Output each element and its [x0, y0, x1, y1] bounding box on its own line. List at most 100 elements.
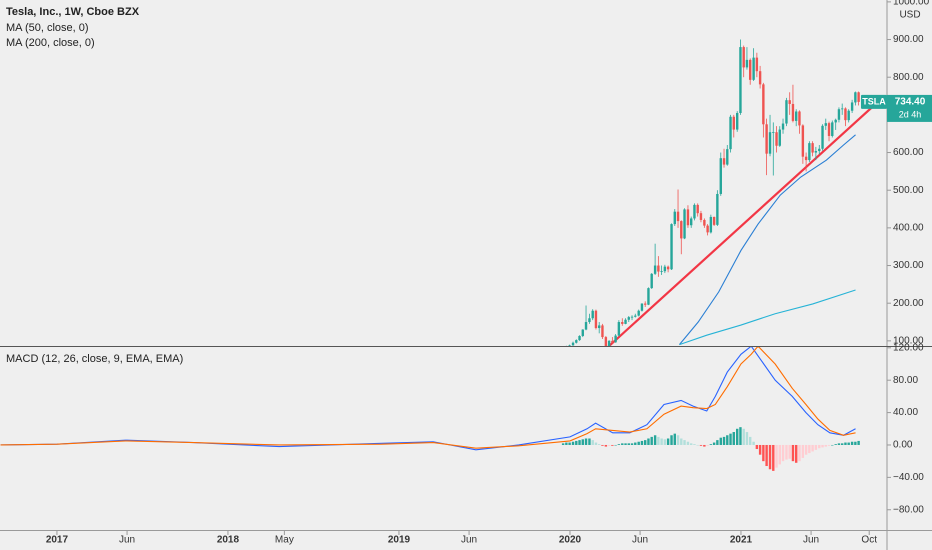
legend-entry: MA (200, close, 0)	[6, 37, 95, 49]
y-tick-label: 200.00	[893, 298, 924, 309]
candle-body	[785, 100, 788, 124]
histogram-bar	[591, 440, 594, 445]
y-tick-label: 300.00	[893, 260, 924, 271]
histogram-bar	[666, 438, 670, 445]
histogram-bar	[719, 437, 722, 445]
x-tick-label: Jun	[632, 535, 648, 546]
candle-body	[752, 57, 755, 80]
price-pane	[565, 39, 881, 346]
y-tick-label: 600.00	[893, 147, 924, 158]
histogram-bar	[676, 435, 680, 445]
histogram-bar	[686, 441, 690, 445]
candle-body	[575, 340, 578, 343]
histogram-bar	[575, 440, 578, 445]
candle-body	[634, 315, 637, 317]
price-tag-price: 734.40	[895, 97, 926, 108]
candle-body	[653, 265, 657, 274]
histogram-bar	[673, 433, 676, 445]
histogram-bar	[604, 444, 608, 447]
candle-body	[607, 340, 611, 346]
y-tick-label: 800.00	[893, 72, 924, 83]
y-tick-label: −40.00	[893, 472, 924, 483]
macd-line	[0, 347, 856, 451]
histogram-bar	[801, 444, 805, 458]
moving-average-line	[679, 289, 856, 346]
histogram-bar	[578, 440, 581, 445]
candle-body	[591, 310, 594, 319]
histogram-bar	[617, 444, 621, 445]
histogram-bar	[765, 444, 768, 467]
histogram-bar	[611, 444, 614, 446]
histogram-bar	[601, 444, 604, 446]
candle-body	[568, 345, 571, 346]
histogram-bar	[597, 444, 601, 445]
candle-body	[709, 216, 713, 233]
candle-body	[673, 211, 676, 225]
histogram-bar	[637, 441, 640, 445]
candle-body	[601, 325, 604, 338]
candle-body	[765, 124, 768, 154]
candle-body	[706, 225, 709, 233]
y-tick-label: 100.00	[893, 335, 924, 346]
symbol-title: Tesla, Inc., 1W, Cboe BZX	[6, 6, 140, 18]
histogram-bar	[778, 444, 781, 465]
candle-body	[693, 204, 696, 219]
histogram-bar	[775, 444, 778, 468]
candle-body	[647, 288, 650, 305]
x-tick-label: 2020	[559, 535, 582, 546]
candle-body	[775, 132, 778, 146]
histogram-bar	[696, 444, 699, 446]
currency-label: USD	[899, 10, 920, 21]
histogram-bar	[794, 444, 798, 463]
candle-body	[614, 335, 617, 343]
histogram-bar	[729, 433, 732, 445]
y-tick-label: 120.00	[893, 342, 924, 353]
y-tick-label: 1000.00	[893, 0, 930, 8]
histogram-bar	[607, 444, 611, 446]
x-tick-label: May	[275, 535, 294, 546]
legend-entry: MA (50, close, 0)	[6, 22, 89, 34]
histogram-bar	[726, 435, 729, 445]
histogram-bar	[739, 427, 742, 445]
histogram-bar	[742, 428, 745, 445]
candle-body	[627, 317, 630, 320]
histogram-bar	[663, 439, 667, 445]
candle-body	[676, 211, 680, 222]
candle-body	[791, 103, 795, 121]
histogram-bar	[703, 444, 706, 447]
histogram-bar	[788, 444, 791, 459]
histogram-bar	[706, 444, 709, 446]
candle-body	[837, 109, 841, 120]
histogram-bar	[834, 444, 837, 445]
candle-body	[844, 108, 847, 121]
candle-body	[624, 319, 627, 324]
histogram-bar	[857, 440, 860, 445]
candle-body	[712, 216, 716, 225]
y-tick-label: 40.00	[893, 407, 918, 418]
histogram-bar	[588, 438, 591, 445]
y-tick-label: −80.00	[893, 504, 924, 515]
x-tick-label: Oct	[861, 535, 877, 546]
candle-body	[689, 218, 693, 226]
histogram-bar	[850, 441, 854, 445]
histogram-bar	[831, 444, 834, 446]
candle-body	[854, 92, 857, 103]
histogram-bar	[647, 438, 650, 445]
candle-body	[588, 318, 591, 323]
candle-body	[824, 123, 827, 126]
candle-body	[857, 92, 860, 102]
moving-average-line	[678, 134, 856, 345]
candle-body	[663, 266, 667, 272]
histogram-bar	[768, 444, 772, 470]
price-tag-box	[887, 94, 932, 122]
histogram-bar	[640, 440, 644, 445]
macd-title: MACD (12, 26, close, 9, EMA, EMA)	[6, 353, 183, 365]
candle-body	[798, 111, 801, 126]
candle-body	[840, 108, 844, 110]
candle-body	[680, 221, 683, 239]
trend-line	[607, 99, 881, 346]
histogram-bar	[565, 442, 568, 445]
candle-body	[834, 119, 837, 123]
candle-body	[621, 322, 624, 324]
